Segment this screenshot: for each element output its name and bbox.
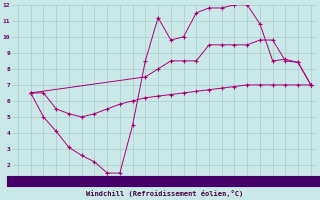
X-axis label: Windchill (Refroidissement éolien,°C): Windchill (Refroidissement éolien,°C) <box>86 190 243 197</box>
